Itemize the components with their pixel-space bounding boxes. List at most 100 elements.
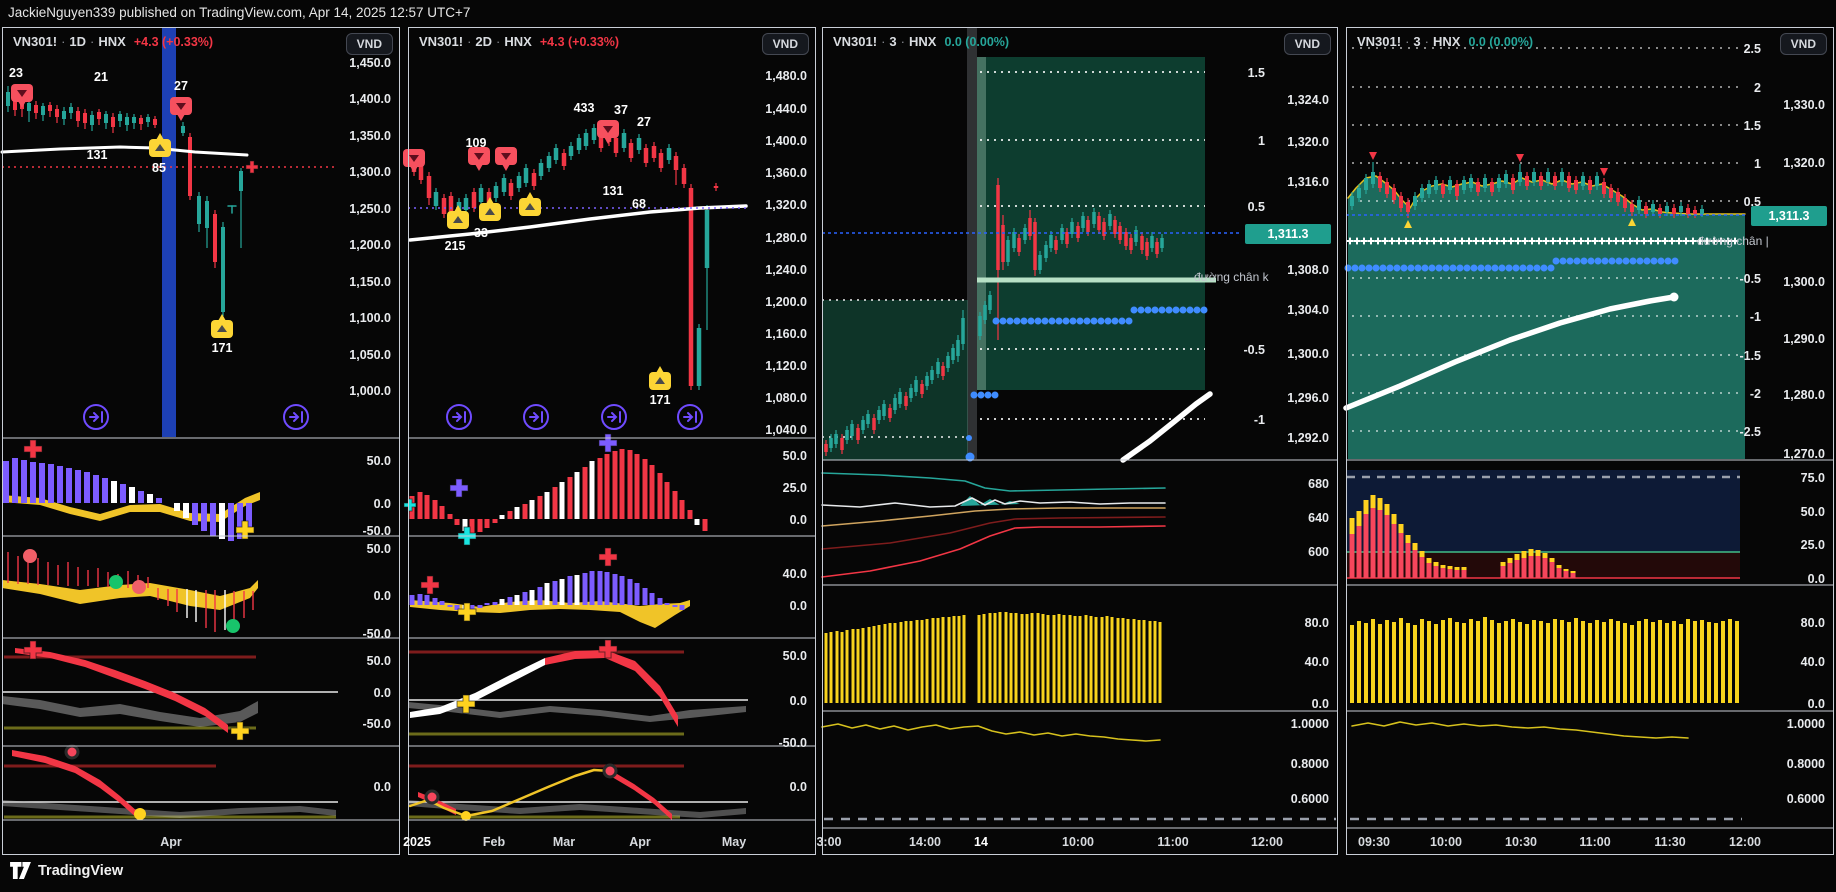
volume-bar	[1567, 622, 1571, 703]
candle	[1525, 176, 1529, 186]
candle	[996, 185, 1000, 270]
indicator-scale-label: -2	[1749, 387, 1761, 401]
candle	[1651, 204, 1655, 212]
currency-button[interactable]: VND	[1779, 33, 1827, 55]
candle	[213, 214, 217, 262]
price-scale-label: 1,300.0	[1783, 275, 1825, 289]
histogram-bar	[1454, 567, 1460, 578]
chart-legend: VN301! · 1D · HNX +4.3 (+0.33%)	[13, 34, 214, 49]
candle	[538, 163, 544, 176]
volume-bar	[1546, 623, 1550, 703]
currency-button[interactable]: VND	[345, 33, 393, 55]
candle	[1448, 180, 1452, 190]
histogram-bar	[237, 503, 243, 539]
price-scale-label: 25.0	[1800, 538, 1825, 552]
volume-bar	[1025, 614, 1029, 703]
signal-dot	[1540, 264, 1548, 272]
symbol-name: VN301!	[833, 34, 878, 49]
signal-dot	[1559, 257, 1567, 265]
volume-bar	[1046, 615, 1050, 703]
histogram-bar-cap	[1500, 562, 1506, 566]
currency-button[interactable]: VND	[1283, 33, 1331, 55]
replay-jump-icon[interactable]	[283, 404, 309, 430]
histogram-bar	[439, 506, 445, 519]
replay-jump-icon[interactable]	[677, 404, 703, 430]
signal-dot	[1400, 264, 1408, 272]
chart-label: đường chân |	[1697, 234, 1769, 248]
candle	[1637, 200, 1641, 210]
indicator-line	[0, 145, 249, 157]
replay-jump-icon[interactable]	[601, 404, 627, 430]
candle	[6, 92, 10, 106]
indicator-scale-label: -0.5	[1739, 272, 1761, 286]
histogram-bar	[589, 461, 595, 519]
price-scale-label: 1,304.0	[1287, 303, 1329, 317]
replay-jump-icon[interactable]	[83, 404, 109, 430]
arrow-marker-down	[1600, 168, 1608, 176]
candle	[463, 198, 469, 210]
candle	[523, 168, 529, 183]
indicator-area	[410, 658, 545, 718]
volume-bar	[1658, 620, 1662, 703]
histogram-bar	[1356, 511, 1362, 578]
histogram-bar	[219, 503, 225, 539]
price-scale-label: 600	[1308, 545, 1329, 559]
histogram-bar	[597, 571, 603, 605]
signal-dot	[1013, 317, 1021, 325]
volume-bar	[1004, 612, 1008, 703]
signal-dot	[1172, 306, 1180, 314]
signal-dot	[1671, 257, 1679, 265]
time-axis-label: Apr	[160, 835, 182, 849]
histogram-bar	[559, 579, 565, 605]
chart-panel-3m-b[interactable]: VN301! · 3 · HNX 0.0 (0.00%) VND 1,330.0 1,320…	[1346, 27, 1834, 855]
signal-dot	[1027, 317, 1035, 325]
candle	[493, 186, 499, 198]
candle	[1155, 242, 1159, 254]
volume-bar	[1574, 618, 1578, 703]
candle	[62, 111, 66, 119]
currency-button[interactable]: VND	[761, 33, 809, 55]
candle	[1455, 184, 1459, 196]
histogram-bar	[183, 503, 189, 518]
candle	[433, 192, 439, 206]
signal-dot	[1463, 264, 1471, 272]
histogram-bar	[499, 599, 505, 605]
chart-panel-3m-a[interactable]: VN301! · 3 · HNX 0.0 (0.00%) VND 1,324.0 1,320…	[816, 27, 1338, 855]
volume-bar	[835, 631, 839, 703]
volume-bar	[915, 620, 919, 703]
signal-dot	[991, 391, 999, 399]
histogram-bar	[39, 463, 45, 503]
histogram-bar-cap	[1426, 558, 1432, 563]
signal-dot	[977, 391, 985, 399]
histogram-bar	[417, 492, 423, 519]
price-scale-label: 0.0	[789, 694, 807, 708]
volume-bar	[1014, 613, 1018, 703]
histogram-bar	[522, 504, 528, 519]
candle	[893, 398, 897, 410]
replay-jump-icon[interactable]	[446, 404, 472, 430]
price-scale-label: 0.0	[789, 780, 807, 794]
chart-label: 68	[632, 197, 646, 211]
volume-bar	[1686, 619, 1690, 703]
chart-panel-1d[interactable]: VN301! · 1D · HNX +4.3 (+0.33%) VND 1,450.0 1,…	[2, 27, 400, 855]
volume-bar	[1476, 621, 1480, 703]
plus-marker	[598, 547, 618, 567]
candle	[1476, 182, 1480, 192]
chart-legend: VN301! · 3 · HNX 0.0 (0.00%)	[1357, 34, 1534, 49]
histogram-bar	[477, 519, 483, 532]
signal-dot	[1055, 317, 1063, 325]
replay-jump-icon[interactable]	[523, 404, 549, 430]
volume-bar	[861, 628, 865, 703]
histogram-bar-cap	[1447, 566, 1453, 569]
candle	[1350, 196, 1354, 206]
volume-bar	[1132, 619, 1136, 703]
candle	[1118, 226, 1122, 240]
chart-panel-2d[interactable]: VN301! · 2D · HNX +4.3 (+0.33%) VND 1,480.0 1,…	[403, 27, 816, 855]
histogram-bar-cap	[1384, 504, 1390, 515]
plus-marker	[457, 602, 477, 622]
signal-dot	[1351, 264, 1359, 272]
candle	[1609, 188, 1613, 198]
histogram-bar-cap	[1405, 535, 1411, 543]
histogram-bar	[582, 467, 588, 519]
